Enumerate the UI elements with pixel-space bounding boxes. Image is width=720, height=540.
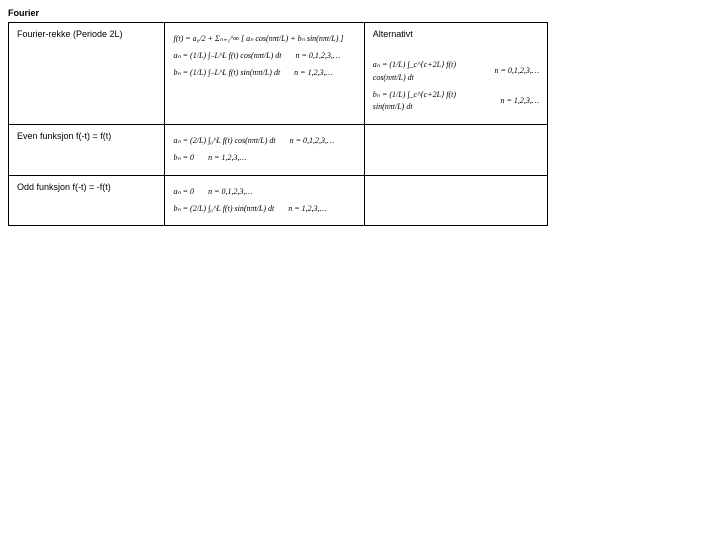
formula-an-cond: n = 0,1,2,3,… [208, 186, 253, 199]
row-label-cell: Odd funksjon f(-t) = -f(t) [9, 175, 165, 226]
row-label-cell: Even funksjon f(-t) = f(t) [9, 125, 165, 176]
formula-bn: bₙ = 0 [173, 152, 194, 165]
empty-cell [364, 175, 547, 226]
formula-bn: bₙ = (1/L) ∫₋L^L f(t) sin(nπt/L) dt [173, 67, 280, 80]
row-label: Even funksjon f(-t) = f(t) [17, 131, 156, 141]
alt-cell: Alternativt aₙ = (1/L) ∫_c^{c+2L} f(t) c… [364, 23, 547, 125]
alt-bn-cond: n = 1,2,3,… [500, 95, 539, 108]
table-row: Odd funksjon f(-t) = -f(t) aₙ = 0 n = 0,… [9, 175, 548, 226]
empty-cell [364, 125, 547, 176]
table-row: Fourier-rekke (Periode 2L) f(t) = a₀/2 +… [9, 23, 548, 125]
row-label-cell: Fourier-rekke (Periode 2L) [9, 23, 165, 125]
formula-an: aₙ = (2/L) ∫₀^L f(t) cos(nπt/L) dt [173, 135, 275, 148]
formula-bn-cond: n = 1,2,3,… [208, 152, 247, 165]
formula-main: f(t) = a₀/2 + Σₙ₌₁^∞ [ aₙ cos(nπt/L) + b… [173, 33, 355, 46]
row-label: Odd funksjon f(-t) = -f(t) [17, 182, 156, 192]
fourier-table: Fourier-rekke (Periode 2L) f(t) = a₀/2 +… [8, 22, 548, 226]
formula-cell: aₙ = (2/L) ∫₀^L f(t) cos(nπt/L) dt n = 0… [165, 125, 364, 176]
alt-an-cond: n = 0,1,2,3,… [494, 65, 539, 78]
formula-cell: f(t) = a₀/2 + Σₙ₌₁^∞ [ aₙ cos(nπt/L) + b… [165, 23, 364, 125]
formula-bn-cond: n = 1,2,3,… [288, 203, 327, 216]
formula-an-cond: n = 0,1,2,3,… [290, 135, 335, 148]
alt-bn: bₙ = (1/L) ∫_c^{c+2L} f(t) sin(nπt/L) dt [373, 89, 487, 115]
table-row: Even funksjon f(-t) = f(t) aₙ = (2/L) ∫₀… [9, 125, 548, 176]
alt-label: Alternativt [373, 29, 539, 39]
formula-cell: aₙ = 0 n = 0,1,2,3,… bₙ = (2/L) ∫₀^L f(t… [165, 175, 364, 226]
formula-an: aₙ = 0 [173, 186, 194, 199]
formula-bn: bₙ = (2/L) ∫₀^L f(t) sin(nπt/L) dt [173, 203, 274, 216]
row-label: Fourier-rekke (Periode 2L) [17, 29, 156, 39]
formula-bn-cond: n = 1,2,3,… [294, 67, 333, 80]
formula-an-cond: n = 0,1,2,3,… [296, 50, 341, 63]
page-title: Fourier [8, 8, 712, 18]
alt-an: aₙ = (1/L) ∫_c^{c+2L} f(t) cos(nπt/L) dt [373, 59, 481, 85]
formula-an: aₙ = (1/L) ∫₋L^L f(t) cos(nπt/L) dt [173, 50, 281, 63]
